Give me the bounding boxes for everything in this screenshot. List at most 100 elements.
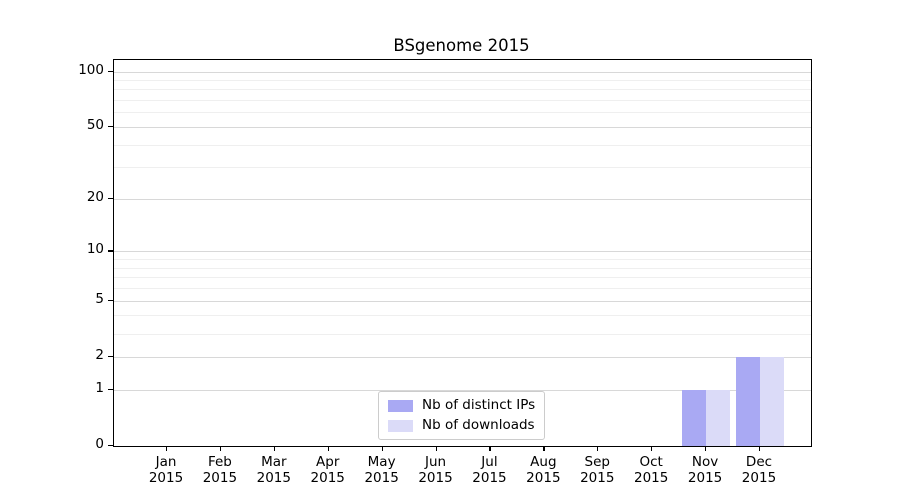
x-tick-month: Mar [261, 454, 287, 470]
x-tick-year: 2015 [687, 470, 723, 486]
minor-gridline [114, 277, 811, 279]
x-tick-year: 2015 [364, 470, 399, 486]
y-tick-label: 0 [95, 436, 104, 452]
major-gridline [114, 356, 811, 358]
minor-gridline [114, 100, 811, 102]
x-tick-mark [166, 446, 168, 452]
y-tick-mark [108, 445, 113, 447]
y-tick-mark [108, 388, 113, 390]
major-gridline [114, 251, 811, 253]
major-gridline [114, 127, 811, 129]
y-tick-label: 100 [78, 61, 104, 78]
x-tick-mark [489, 446, 491, 452]
minor-gridline [114, 288, 811, 290]
x-tick-label: May 2015 [350, 454, 414, 486]
major-gridline [114, 389, 811, 391]
x-tick-mark [273, 446, 275, 452]
legend-label: Nb of downloads [422, 417, 535, 433]
minor-gridline [114, 267, 811, 269]
legend-swatch [388, 399, 413, 412]
x-tick-mark [435, 446, 437, 452]
x-tick-month: Jan [155, 454, 177, 470]
x-tick-month: Feb [207, 454, 232, 470]
y-tick-mark [108, 299, 113, 301]
minor-gridline [114, 333, 811, 335]
x-tick-year: 2015 [418, 470, 453, 486]
y-tick-label: 10 [86, 241, 104, 258]
x-tick-mark [381, 446, 383, 452]
bar-distinct-ips [735, 356, 760, 446]
x-tick-year: 2015 [472, 470, 507, 486]
x-tick-label: Jan 2015 [134, 454, 198, 486]
y-tick-label: 5 [95, 290, 104, 307]
chart-title: BSgenome 2015 [393, 36, 530, 55]
y-tick-mark [108, 355, 113, 358]
minor-gridline [114, 80, 811, 82]
x-tick-label: Feb 2015 [188, 454, 252, 486]
legend-swatch [388, 419, 413, 432]
x-tick-mark [705, 446, 707, 452]
x-tick-month: Nov [691, 454, 719, 470]
x-tick-label: Aug 2015 [511, 454, 575, 486]
x-tick-label: Nov 2015 [673, 454, 737, 486]
y-tick-label: 50 [86, 117, 104, 134]
x-tick-month: Dec [745, 454, 773, 470]
x-tick-label: Oct 2015 [619, 454, 683, 486]
x-tick-mark [597, 446, 599, 452]
x-tick-year: 2015 [256, 470, 291, 486]
bar-distinct-ips [682, 389, 707, 446]
y-tick-label: 20 [86, 189, 104, 205]
x-tick-month: Jul [481, 454, 498, 470]
minor-gridline [114, 89, 811, 91]
y-tick-mark [108, 70, 113, 72]
y-tick-label: 2 [95, 346, 104, 363]
x-tick-year: 2015 [202, 470, 238, 486]
x-tick-mark [219, 446, 222, 452]
x-tick-year: 2015 [580, 470, 615, 486]
plot-area: Nb of distinct IPs Nb of downloads [113, 59, 812, 447]
x-tick-label: Jun 2015 [404, 454, 468, 486]
gridlines-layer [114, 60, 811, 446]
x-tick-mark [327, 446, 329, 452]
minor-gridline [114, 144, 811, 146]
x-tick-label: Jul 2015 [457, 454, 521, 486]
x-tick-month: Sep [584, 454, 610, 470]
x-tick-month: Oct [639, 454, 663, 470]
y-tick-mark [108, 250, 113, 252]
x-tick-year: 2015 [310, 470, 345, 486]
bar-downloads [706, 389, 731, 446]
x-tick-mark [543, 446, 545, 452]
y-tick-mark [108, 198, 113, 200]
x-tick-month: Apr [316, 454, 340, 470]
bar-downloads [759, 356, 784, 446]
minor-gridline [114, 315, 811, 317]
x-tick-month: Aug [530, 454, 557, 470]
x-tick-label: Dec 2015 [727, 454, 791, 486]
y-tick-mark [108, 126, 113, 128]
major-gridline [114, 71, 811, 73]
x-tick-year: 2015 [633, 470, 669, 486]
x-tick-label: Sep 2015 [565, 454, 629, 486]
x-tick-label: Mar 2015 [242, 454, 306, 486]
x-tick-mark [758, 446, 761, 452]
legend-entry: Nb of downloads [388, 417, 535, 434]
major-gridline [114, 300, 811, 302]
minor-gridline [114, 259, 811, 261]
x-tick-month: May [367, 454, 396, 470]
minor-gridline [114, 112, 811, 114]
x-tick-year: 2015 [148, 470, 184, 486]
x-tick-year: 2015 [741, 470, 777, 486]
major-gridline [114, 199, 811, 200]
x-tick-label: Apr 2015 [296, 454, 360, 486]
x-tick-mark [651, 446, 653, 452]
minor-gridline [114, 167, 811, 169]
bars-layer [114, 60, 811, 446]
x-tick-month: Jun [424, 454, 447, 470]
legend-entry: Nb of distinct IPs [388, 397, 535, 414]
legend: Nb of distinct IPs Nb of downloads [378, 391, 546, 440]
y-tick-label: 1 [95, 379, 104, 396]
legend-label: Nb of distinct IPs [422, 397, 536, 413]
x-tick-year: 2015 [526, 470, 561, 486]
